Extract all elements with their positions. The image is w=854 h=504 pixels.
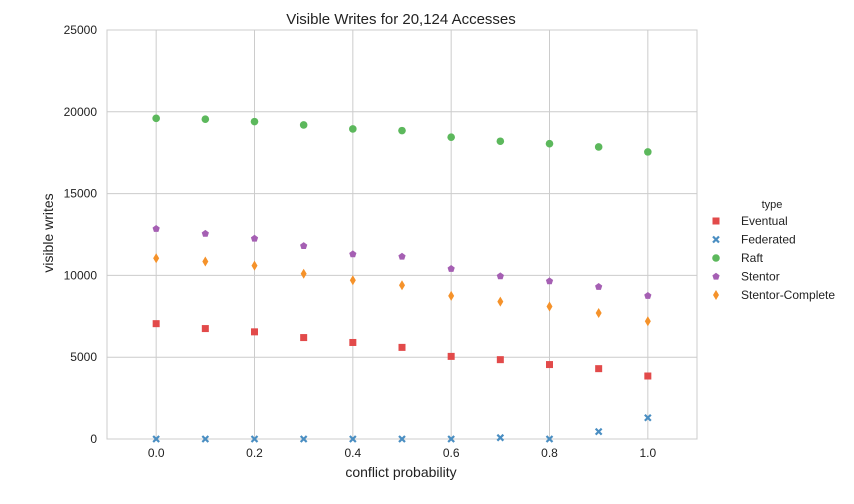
data-point <box>594 143 603 151</box>
data-point <box>448 290 455 301</box>
data-point <box>299 435 308 443</box>
data-point <box>497 296 504 307</box>
legend-label: Stentor-Complete <box>741 288 835 302</box>
data-point <box>251 328 258 336</box>
legend: type Eventual Federated Raft Stentor Stentor… <box>712 199 835 302</box>
legend-label: Raft <box>741 251 764 265</box>
x-tick-label: 0.0 <box>148 446 165 460</box>
data-point <box>545 139 554 148</box>
legend-label: Stentor <box>741 270 780 284</box>
data-point <box>644 148 652 156</box>
x-tick-label: 0.8 <box>541 446 558 460</box>
data-point <box>152 435 160 443</box>
series-stentor <box>152 224 652 299</box>
data-point <box>152 114 160 123</box>
x-tick-label: 1.0 <box>639 446 656 460</box>
y-tick-label: 10000 <box>64 268 98 282</box>
grid <box>107 29 697 440</box>
legend-item: Federated <box>712 233 796 247</box>
data-points <box>152 114 652 443</box>
series-stentor-complete <box>153 253 651 327</box>
data-point <box>644 413 652 422</box>
data-point <box>250 435 259 443</box>
data-point <box>447 352 455 360</box>
data-point <box>251 260 258 271</box>
legend-marker <box>712 272 720 280</box>
data-point <box>201 115 210 123</box>
data-point <box>545 277 554 285</box>
legend-label: Eventual <box>741 214 788 228</box>
data-point <box>202 256 209 267</box>
data-point <box>595 283 603 290</box>
series-raft <box>152 114 652 156</box>
data-point <box>595 365 603 373</box>
data-point <box>201 229 209 237</box>
legend-item: Stentor-Complete <box>713 288 835 302</box>
data-point <box>545 435 554 443</box>
data-point <box>349 250 357 258</box>
data-point <box>447 133 455 141</box>
x-tick-label: 0.6 <box>443 446 460 460</box>
data-point <box>300 334 308 342</box>
data-point <box>398 252 406 260</box>
data-point <box>546 361 553 369</box>
y-tick-label: 0 <box>90 432 97 446</box>
data-point <box>300 268 307 279</box>
legend-marker <box>712 217 720 225</box>
x-axis-label: conflict probability <box>345 464 456 480</box>
data-point <box>399 280 405 291</box>
x-tick-label: 0.2 <box>246 446 263 460</box>
x-axis-ticks: 0.0 0.2 0.4 0.6 0.8 1.0 <box>148 446 657 460</box>
data-point <box>447 265 455 272</box>
legend-marker <box>712 254 720 262</box>
plot-area <box>106 29 698 440</box>
data-point <box>349 435 357 443</box>
data-point <box>644 372 652 380</box>
data-point <box>398 435 406 443</box>
data-point <box>447 435 455 443</box>
series-eventual <box>152 320 652 380</box>
data-point <box>496 272 504 280</box>
legend-title: type <box>762 199 783 211</box>
x-tick-label: 0.4 <box>344 446 361 460</box>
data-point <box>201 435 210 443</box>
data-point <box>201 325 209 333</box>
data-point <box>398 343 406 351</box>
legend-marker <box>712 235 720 244</box>
data-point <box>349 125 357 133</box>
data-point <box>595 308 602 319</box>
data-point <box>349 275 356 286</box>
legend-item: Eventual <box>712 214 788 228</box>
data-point <box>594 427 603 436</box>
data-point <box>496 137 505 146</box>
data-point <box>152 320 160 328</box>
data-point <box>496 356 504 364</box>
data-point <box>398 126 406 135</box>
data-point <box>250 234 259 242</box>
data-point <box>546 301 553 312</box>
y-axis-ticks: 0 5000 10000 15000 20000 25000 <box>64 23 98 446</box>
series-federated <box>152 413 652 443</box>
legend-item: Raft <box>712 251 764 265</box>
chart-title: Visible Writes for 20,124 Accesses <box>286 11 516 28</box>
data-point <box>152 224 160 232</box>
y-tick-label: 25000 <box>64 23 98 37</box>
y-tick-label: 20000 <box>64 105 98 119</box>
data-point <box>349 338 357 346</box>
data-point <box>300 242 308 250</box>
legend-label: Federated <box>741 233 796 247</box>
legend-marker <box>713 290 719 300</box>
data-point <box>153 253 160 264</box>
y-axis-label: visible writes <box>40 193 56 272</box>
data-point <box>644 292 652 299</box>
data-point <box>644 316 651 327</box>
data-point <box>496 433 505 442</box>
y-tick-label: 15000 <box>64 187 98 201</box>
data-point <box>299 121 308 129</box>
data-point <box>250 117 259 126</box>
y-tick-label: 5000 <box>70 350 97 364</box>
legend-item: Stentor <box>712 270 780 284</box>
